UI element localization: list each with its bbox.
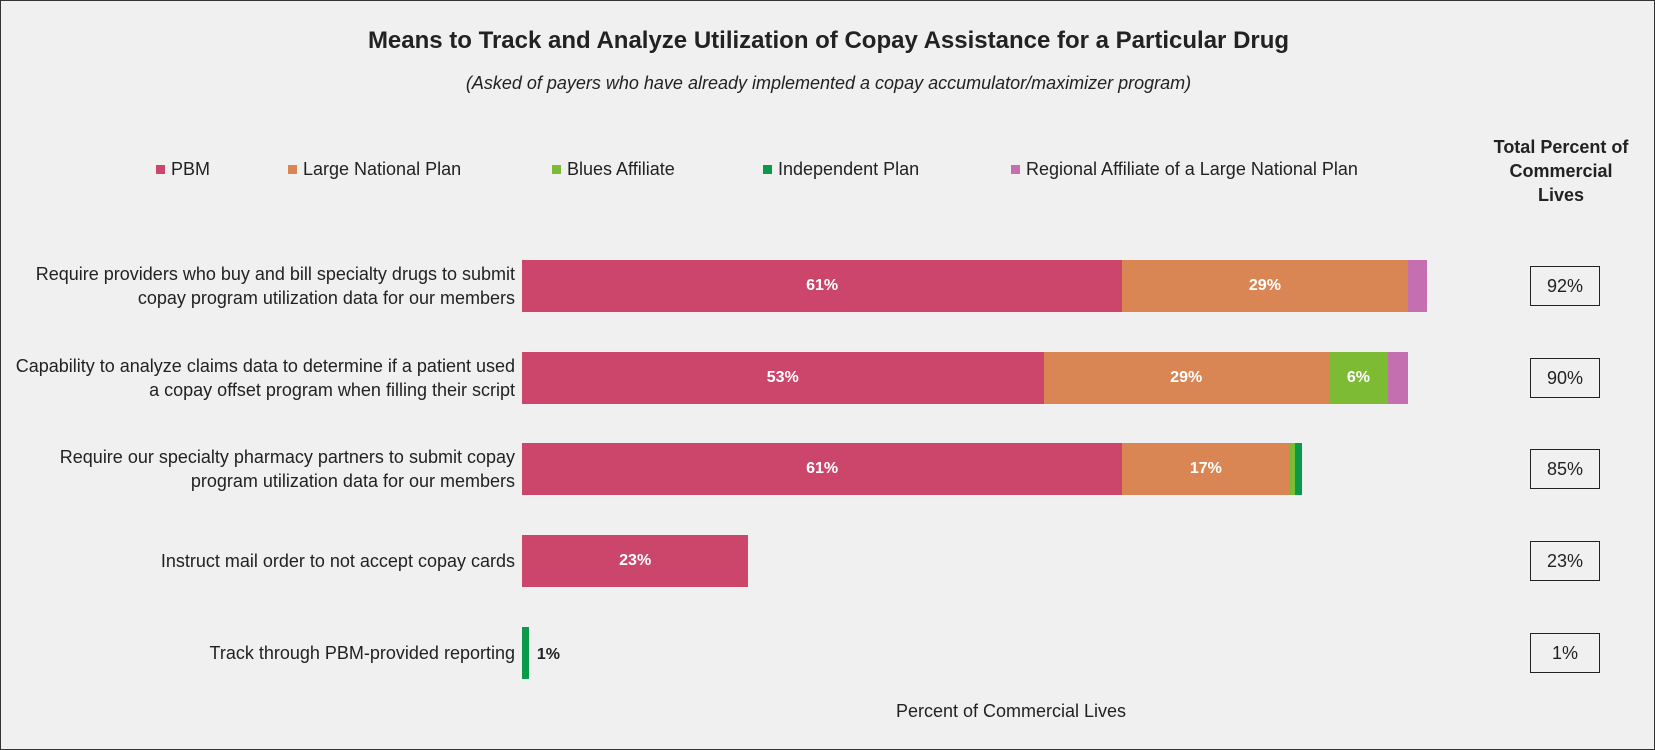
data-label: 29% bbox=[1170, 369, 1203, 386]
data-label: 53% bbox=[766, 369, 799, 386]
bar-segment: 61% bbox=[522, 260, 1123, 312]
bar-segment bbox=[1387, 352, 1408, 404]
legend-swatch bbox=[552, 165, 561, 174]
bar-segment: 23% bbox=[522, 535, 749, 587]
data-label: 61% bbox=[806, 460, 839, 477]
legend-swatch bbox=[288, 165, 297, 174]
legend-swatch bbox=[1011, 165, 1020, 174]
data-label: 1% bbox=[536, 646, 560, 663]
legend-item: PBM bbox=[156, 159, 210, 180]
data-label: 23% bbox=[619, 552, 652, 569]
legend-label: Regional Affiliate of a Large National P… bbox=[1026, 159, 1358, 179]
legend-label: Independent Plan bbox=[778, 159, 920, 179]
bar-segment bbox=[1407, 260, 1428, 312]
bar-segment: 6% bbox=[1328, 352, 1388, 404]
legend-item: Independent Plan bbox=[763, 159, 919, 180]
bar-segment: 29% bbox=[1043, 352, 1329, 404]
bar-segment bbox=[522, 627, 529, 679]
category-label: Capability to analyze claims data to det… bbox=[15, 356, 515, 400]
total-value-box: 1% bbox=[1530, 633, 1600, 673]
data-label: 6% bbox=[1346, 369, 1370, 386]
legend-item: Blues Affiliate bbox=[552, 159, 675, 180]
x-axis-title: Percent of Commercial Lives bbox=[895, 701, 1127, 721]
total-value-box: 92% bbox=[1530, 266, 1600, 306]
total-value-box: 90% bbox=[1530, 358, 1600, 398]
chart-subtitle: (Asked of payers who have already implem… bbox=[465, 73, 1192, 93]
chart-title: Means to Track and Analyze Utilization o… bbox=[367, 27, 1290, 54]
total-header: Total Percent of Commercial Lives bbox=[1493, 137, 1629, 205]
data-label: 61% bbox=[806, 277, 839, 294]
bar-segment bbox=[1294, 443, 1303, 495]
legend-swatch bbox=[763, 165, 772, 174]
legend-label: Blues Affiliate bbox=[567, 159, 675, 179]
bar-segment: 29% bbox=[1122, 260, 1408, 312]
category-label: Instruct mail order to not accept copay … bbox=[160, 551, 515, 571]
category-label: Require our specialty pharmacy partners … bbox=[59, 447, 515, 491]
category-label: Require providers who buy and bill speci… bbox=[35, 264, 515, 308]
bar-segment bbox=[1289, 443, 1295, 495]
legend-label: Large National Plan bbox=[303, 159, 462, 179]
bar-segment: 17% bbox=[1122, 443, 1290, 495]
total-value-box: 85% bbox=[1530, 449, 1600, 489]
bar-segment: 53% bbox=[522, 352, 1044, 404]
legend-item: Large National Plan bbox=[288, 159, 461, 180]
legend-label: PBM bbox=[171, 159, 211, 179]
bar-segment: 61% bbox=[522, 443, 1123, 495]
category-label: Track through PBM-provided reporting bbox=[209, 643, 515, 663]
data-label: 29% bbox=[1248, 277, 1281, 294]
total-value-box: 23% bbox=[1530, 541, 1600, 581]
data-label: 17% bbox=[1189, 460, 1222, 477]
legend-swatch bbox=[156, 165, 165, 174]
legend-item: Regional Affiliate of a Large National P… bbox=[1011, 159, 1358, 180]
